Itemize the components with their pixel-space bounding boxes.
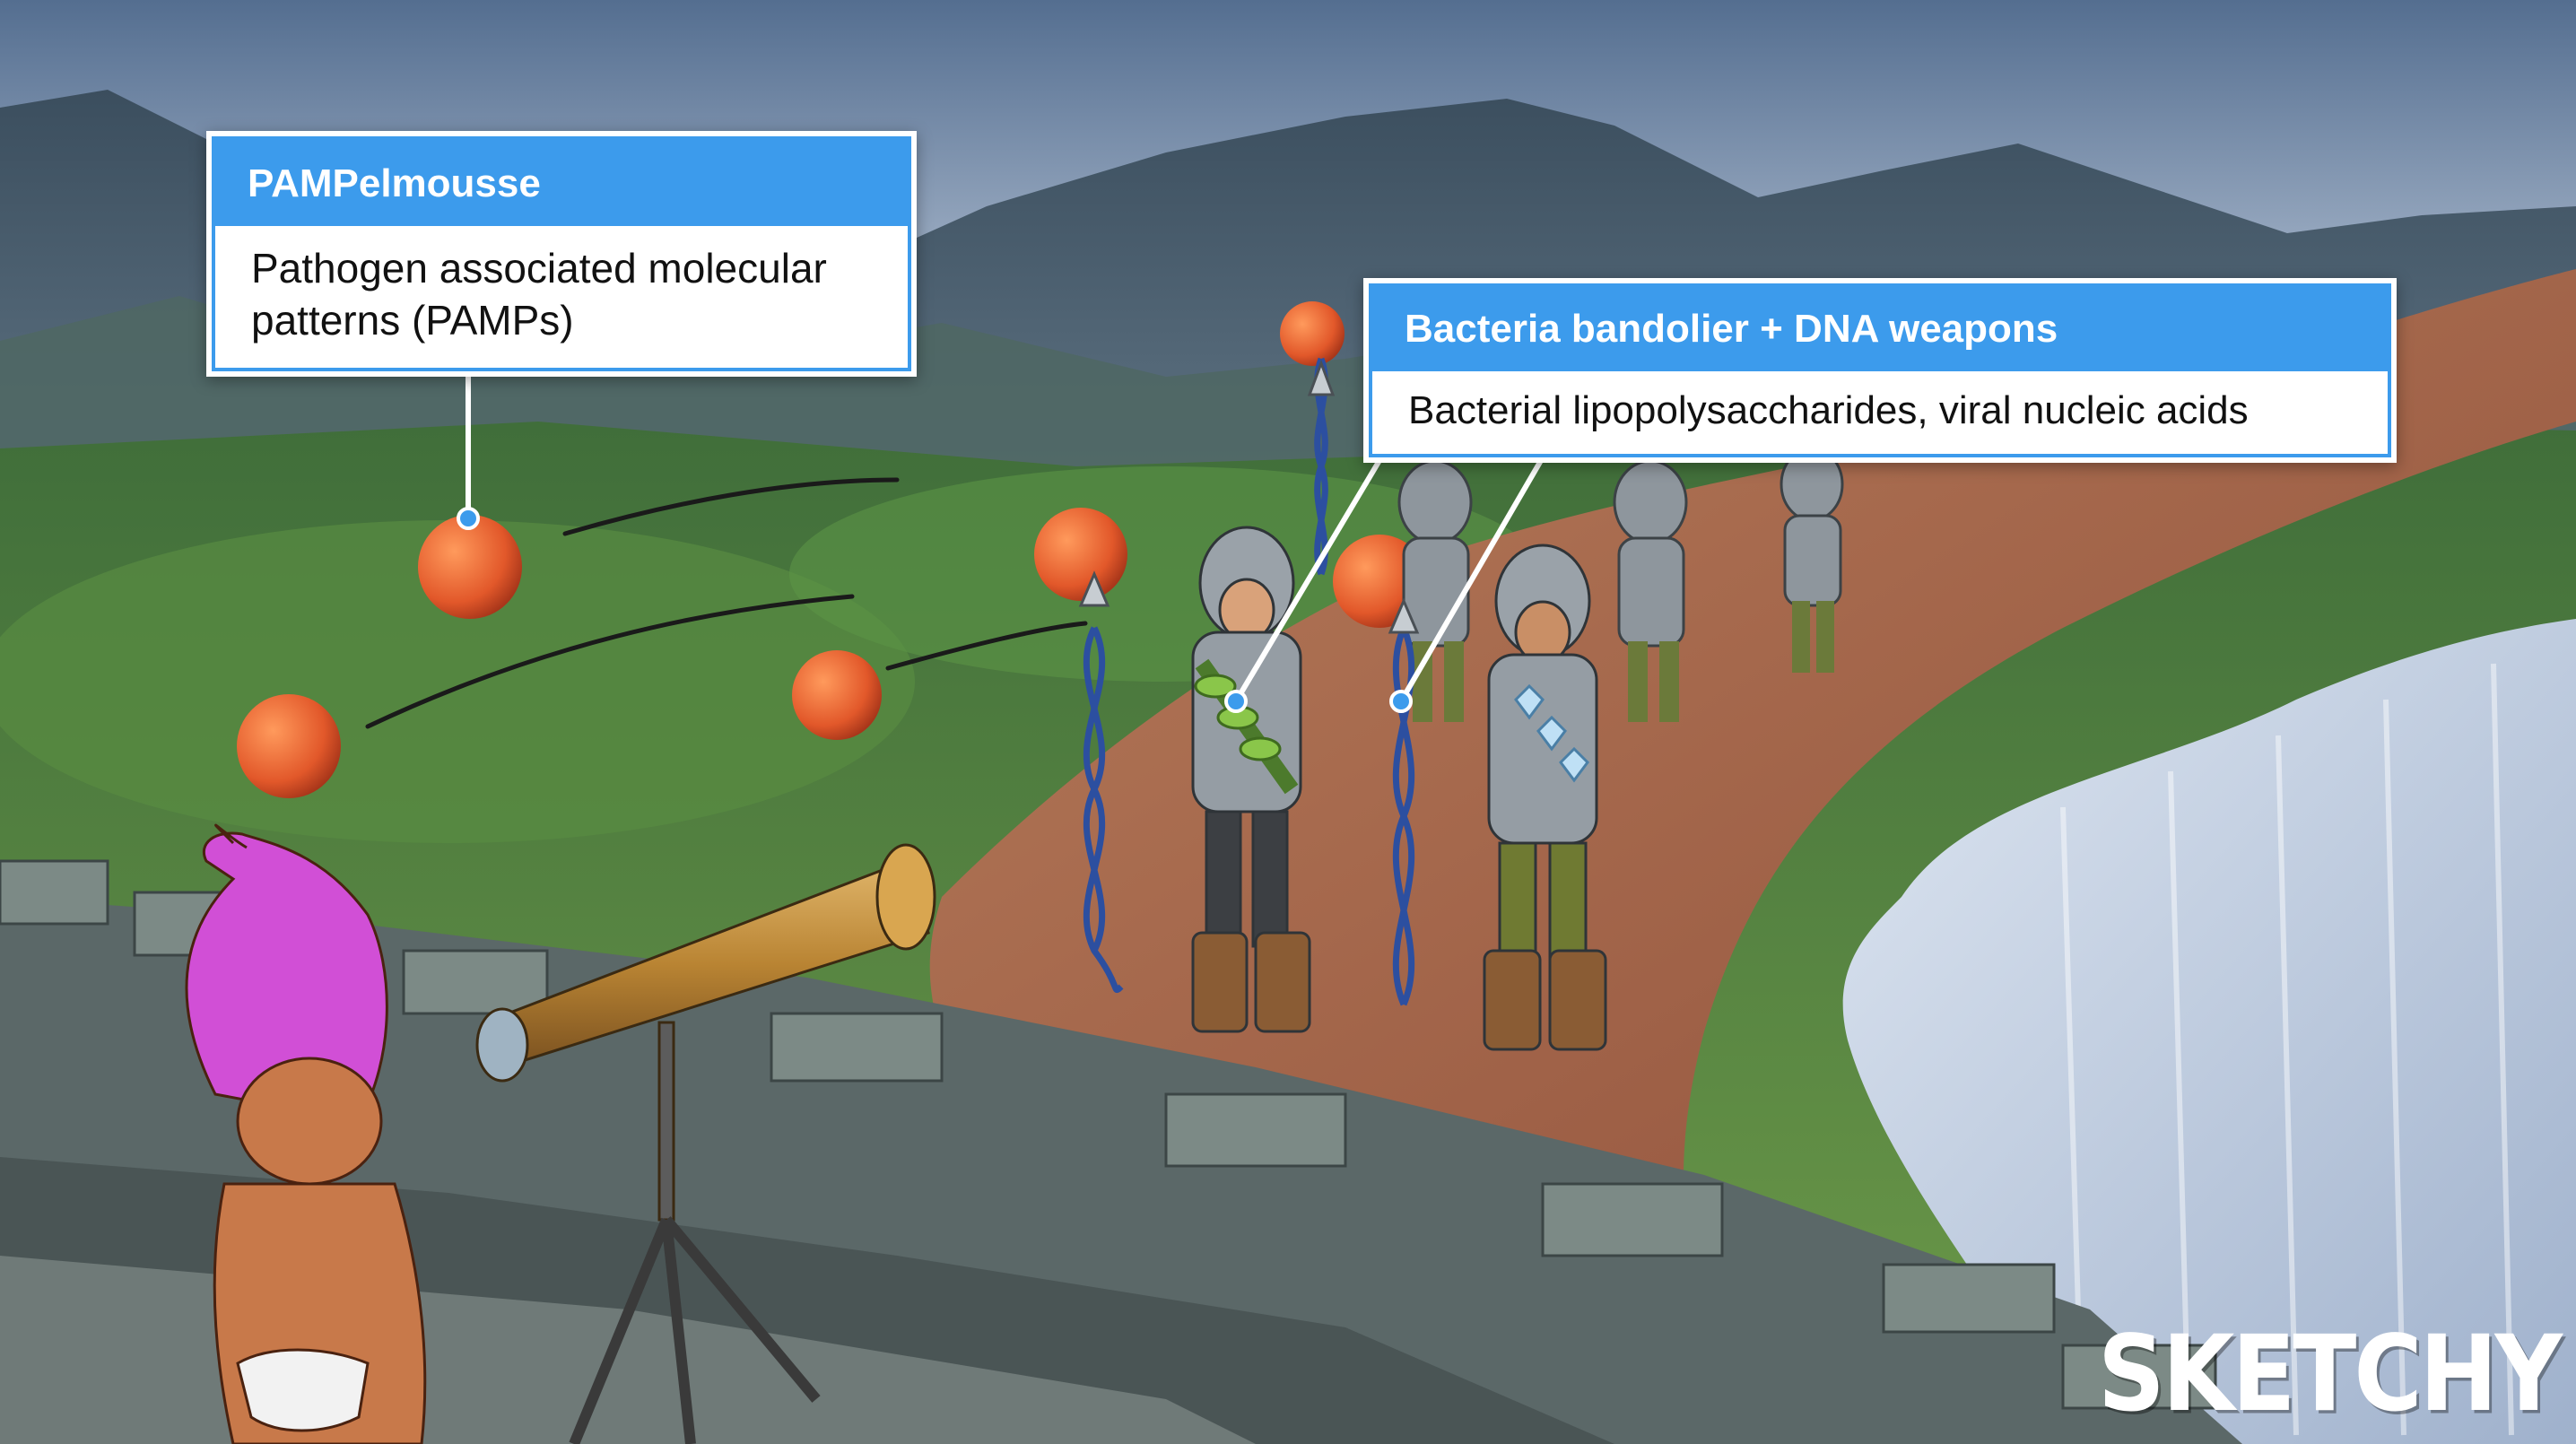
pomelo-fruit xyxy=(1034,508,1127,601)
armored-soldier-right xyxy=(1483,544,1607,1051)
spear-tips xyxy=(1078,359,1420,634)
sketchy-logo: SKETCHY xyxy=(2097,1312,2563,1435)
callout-description: Bacterial lipopolysaccharides, viral nuc… xyxy=(1369,371,2391,457)
pomelo-fruit xyxy=(792,650,882,740)
soldiers-background xyxy=(1397,447,1844,648)
callout-description: Pathogen associated molecular patterns (… xyxy=(212,226,911,371)
callout-leader-dots xyxy=(457,507,1413,713)
pomelo-fruit xyxy=(418,515,522,619)
callout-leaders xyxy=(466,361,1545,703)
motion-lines xyxy=(365,477,1088,729)
dirt-path xyxy=(929,269,2576,1309)
telescope xyxy=(475,843,936,1444)
waterfall-streaks xyxy=(2060,663,2514,1436)
callout-bacteria-bandolier: Bacteria bandolier + DNA weapons Bacteri… xyxy=(1363,278,2397,463)
virus-crystals xyxy=(1514,683,1589,783)
soldier-legs-background xyxy=(1413,601,1834,722)
pomelo-fruit xyxy=(1280,301,1345,366)
callout-title: Bacteria bandolier + DNA weapons xyxy=(1369,283,2391,371)
waterfall xyxy=(1842,619,2576,1444)
grass-patch xyxy=(0,520,915,843)
callout-pampelmousse: PAMPelmousse Pathogen associated molecul… xyxy=(206,131,917,377)
bacteria-bandolier xyxy=(1194,674,1282,761)
callout-title: PAMPelmousse xyxy=(212,136,911,226)
pomelos xyxy=(237,301,1426,798)
troll-character xyxy=(185,823,427,1444)
pomelo-fruit xyxy=(237,694,341,798)
